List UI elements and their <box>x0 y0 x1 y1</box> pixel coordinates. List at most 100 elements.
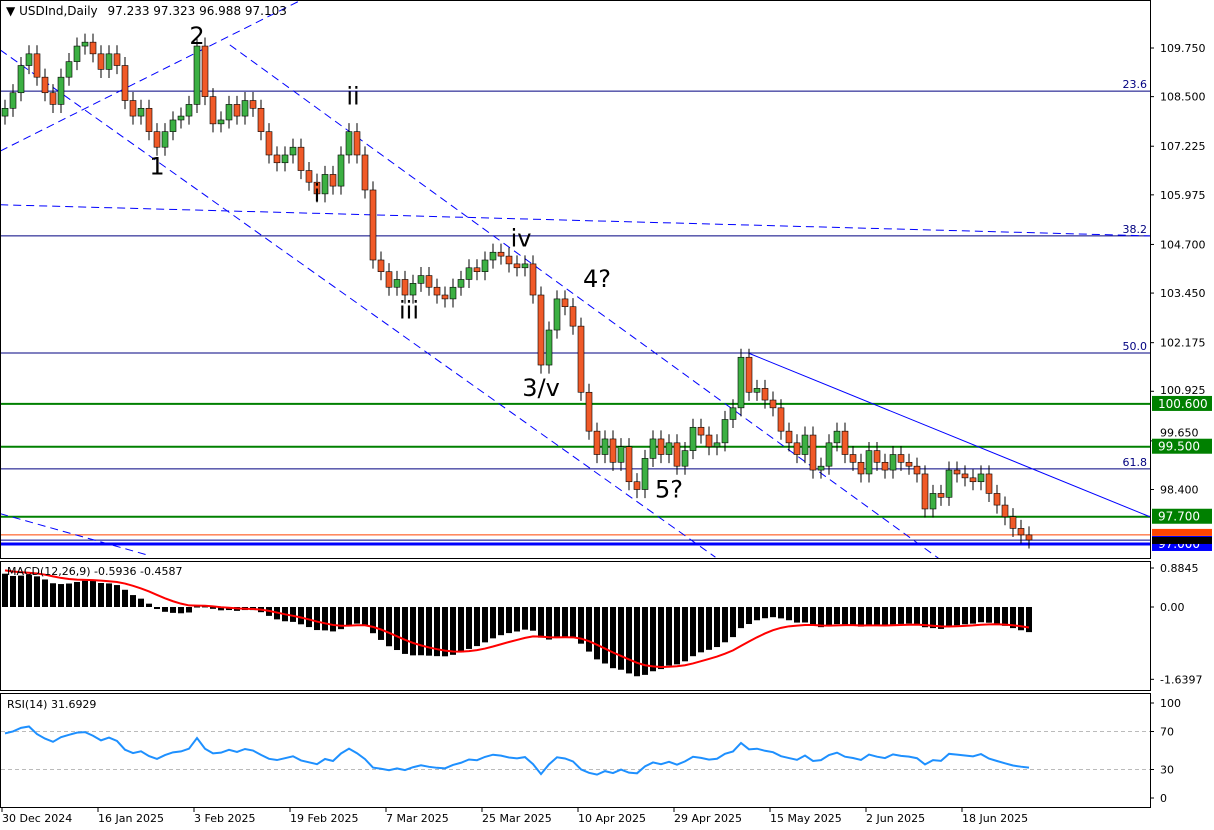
candle-body <box>753 388 761 393</box>
macd-bar <box>570 607 576 638</box>
macd-bar <box>218 607 224 611</box>
price-tag <box>1152 508 1212 524</box>
candle-body <box>81 41 89 47</box>
candle-body <box>257 107 265 132</box>
macd-bar <box>890 607 896 625</box>
candle-body <box>177 115 185 121</box>
candle-body <box>897 454 905 463</box>
macd-bar <box>842 607 848 625</box>
candle-body <box>545 329 553 366</box>
macd-bar <box>626 607 632 674</box>
macd-bar <box>66 583 72 607</box>
candle-body <box>409 283 417 296</box>
candle-body <box>737 356 745 409</box>
macd-bar <box>58 584 64 607</box>
triangle-down-icon[interactable]: ▼ <box>6 4 16 18</box>
macd-bar <box>898 607 904 624</box>
macd-bar <box>650 607 656 672</box>
macd-bar <box>1018 607 1024 631</box>
rsi-line <box>4 725 1030 776</box>
macd-bar <box>466 607 472 649</box>
candle-body <box>1009 516 1017 529</box>
trendline <box>1 49 716 558</box>
candle-body <box>129 100 137 117</box>
macd-bar <box>554 607 560 638</box>
candle-body <box>289 146 297 156</box>
candle-body <box>881 461 889 471</box>
macd-bar <box>490 607 496 639</box>
candle-body <box>305 170 313 183</box>
macd-bar <box>754 607 760 621</box>
candle-body <box>849 454 857 463</box>
price-tag-label: 97.700 <box>1158 510 1200 524</box>
macd-bar <box>298 607 304 625</box>
candle-body <box>713 442 721 448</box>
macd-bar <box>482 607 488 643</box>
macd-bar <box>474 607 480 647</box>
x-tick-label: 10 Apr 2025 <box>578 812 646 825</box>
candle-body <box>793 442 801 455</box>
candle-body <box>729 407 737 420</box>
macd-bar <box>538 607 544 638</box>
candle-body <box>1 107 9 117</box>
macd-bar <box>370 607 376 634</box>
macd-bar <box>658 607 664 670</box>
price-tag <box>1152 395 1212 411</box>
macd-bar <box>410 607 416 656</box>
macd-bar <box>810 607 816 626</box>
candle-body <box>601 438 609 455</box>
x-tick-label: 29 Apr 2025 <box>674 812 742 825</box>
x-tick-label: 15 May 2025 <box>770 812 842 825</box>
candle-body <box>625 446 633 483</box>
macd-bar <box>602 607 608 664</box>
candle-body <box>785 430 793 444</box>
macd-bar <box>498 607 504 636</box>
candle-body <box>89 41 97 55</box>
macd-bar <box>730 607 736 638</box>
candle-body <box>593 430 601 455</box>
macd-bar <box>1010 607 1016 629</box>
wave-label: i <box>314 180 321 208</box>
candle-body <box>217 119 225 125</box>
candle-body <box>385 271 393 288</box>
macd-bar <box>346 607 352 625</box>
candle-body <box>441 294 449 300</box>
macd-bar <box>178 607 184 614</box>
candle-body <box>641 458 649 490</box>
y-tick-label: 102.175 <box>1160 337 1206 350</box>
y-tick-label: 100.925 <box>1160 384 1206 397</box>
y-tick-label: 109.750 <box>1160 42 1206 55</box>
rsi-tick-label: 0 <box>1160 792 1167 805</box>
macd-bar <box>618 607 624 670</box>
wave-label: ii <box>346 82 359 110</box>
candle-body <box>377 259 385 272</box>
macd-bar <box>154 607 160 610</box>
fib-label: 61.8 <box>1123 456 1148 469</box>
rsi-label: RSI(14) 31.6929 <box>7 698 96 711</box>
candle-body <box>769 399 777 409</box>
candle-body <box>201 45 209 97</box>
candle-body <box>209 96 217 125</box>
macd-bar <box>882 607 888 626</box>
macd-bar <box>874 607 880 626</box>
macd-tick-label: 0.00 <box>1160 601 1185 614</box>
candle-body <box>577 325 585 393</box>
macd-bar <box>210 607 216 609</box>
macd-bar <box>106 583 112 607</box>
macd-bar <box>666 607 672 666</box>
candle-body <box>73 45 81 62</box>
macd-bar <box>378 607 384 640</box>
x-tick-label: 25 Mar 2025 <box>482 812 552 825</box>
price-tag-label: 99.500 <box>1158 440 1200 454</box>
main-panel <box>0 0 1151 559</box>
trendline <box>1 1 301 152</box>
candle-body <box>721 419 729 444</box>
candle-body <box>841 430 849 455</box>
macd-bar <box>514 607 520 632</box>
wave-label: 4? <box>583 265 611 293</box>
candle-body <box>697 426 705 436</box>
candle-body <box>553 298 561 331</box>
macd-tick-label: -1.6397 <box>1160 673 1202 686</box>
candle-body <box>665 442 673 455</box>
